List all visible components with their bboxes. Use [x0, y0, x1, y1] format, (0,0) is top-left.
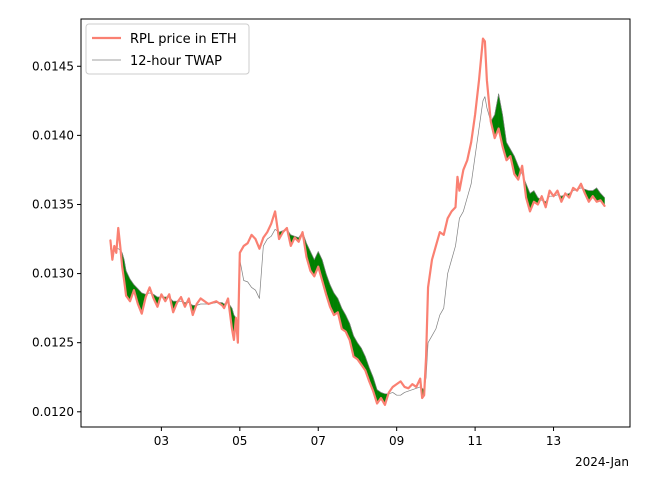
x-tick-label: 11 — [467, 434, 482, 448]
legend: RPL price in ETH 12-hour TWAP — [85, 23, 250, 75]
y-tick-label: 0.0130 — [32, 267, 74, 281]
x-tick-label: 05 — [232, 434, 247, 448]
legend-label-rpl-price: RPL price in ETH — [130, 32, 237, 47]
x-tick-label: 03 — [154, 434, 169, 448]
x-tick-label: 09 — [389, 434, 404, 448]
x-offset-label: 2024-Jan — [575, 455, 629, 469]
y-axis: 0.0120 0.0125 0.0130 0.0135 0.0140 0.0145 — [32, 59, 81, 419]
x-tick-label: 13 — [546, 434, 561, 448]
x-axis: 03 05 07 09 11 13 — [154, 427, 561, 448]
y-tick-label: 0.0145 — [32, 59, 74, 73]
legend-label-twap: 12-hour TWAP — [130, 54, 222, 69]
legend-box — [85, 23, 250, 75]
axes-frame — [80, 18, 631, 428]
y-tick-label: 0.0140 — [32, 128, 74, 142]
y-tick-label: 0.0120 — [32, 405, 74, 419]
y-tick-label: 0.0135 — [32, 197, 74, 211]
rpl-price-line — [109, 37, 606, 406]
x-tick-label: 07 — [311, 434, 326, 448]
y-tick-label: 0.0125 — [32, 336, 74, 350]
series-lines — [109, 37, 606, 406]
plot-area — [81, 19, 630, 427]
